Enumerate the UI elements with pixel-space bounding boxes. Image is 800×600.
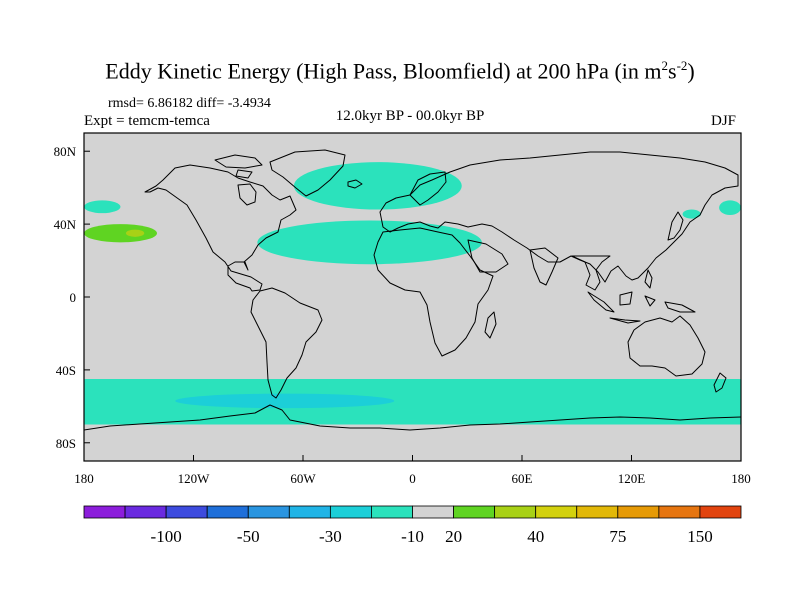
colorbar-label: -10	[401, 527, 424, 546]
anomaly-region	[175, 393, 395, 409]
colorbar-box	[124, 505, 167, 519]
axes: 180 120W 60W 0 60E 120E 180 80N 40N 0 40S 80S	[54, 144, 751, 486]
x-tick-label: 60E	[512, 471, 533, 486]
y-tick-label: 0	[70, 290, 77, 305]
title-end: )	[687, 58, 695, 84]
colorbar-label: -30	[319, 527, 342, 546]
colorbar-box	[206, 505, 249, 519]
anomaly-layer	[84, 162, 741, 425]
coastline-antarctica	[84, 404, 741, 431]
colorbar-box	[247, 505, 290, 519]
chart-title: Eddy Kinetic Energy (High Pass, Bloomfie…	[0, 58, 800, 84]
anomaly-region	[682, 209, 701, 219]
coastlines	[84, 149, 741, 431]
coastline-iceland	[347, 179, 363, 189]
x-tick-label: 120E	[618, 471, 646, 486]
anomaly-region	[257, 220, 482, 265]
colorbar-label: -50	[237, 527, 260, 546]
colorbar-box	[288, 505, 331, 519]
colorbar-label: 40	[527, 527, 544, 546]
coastline-india	[529, 247, 559, 286]
colorbar-box	[453, 505, 496, 519]
coastline-europe-asia	[379, 151, 739, 283]
coastline-africa	[373, 227, 494, 357]
colorbar-label: 75	[609, 527, 626, 546]
title-mid: s	[668, 58, 677, 84]
colorbar-label: -100	[151, 527, 182, 546]
colorbar-box	[535, 505, 578, 519]
coastline-greenland	[269, 149, 346, 197]
colorbar-box	[83, 505, 126, 519]
title-sup-2: -2	[676, 58, 688, 73]
y-tick-label: 80N	[54, 144, 77, 159]
season-label: DJF	[711, 113, 737, 129]
anomaly-region	[84, 224, 157, 243]
colorbar-box	[494, 505, 537, 519]
anomaly-region	[125, 229, 145, 237]
anomaly-region	[293, 162, 462, 210]
x-tick-label: 180	[74, 471, 94, 486]
colorbar-box	[412, 505, 454, 519]
colorbar: -100 -50 -30 -10 20 40 75 150	[83, 505, 742, 546]
y-tick-label: 80S	[56, 436, 76, 451]
x-tick-label: 120W	[178, 471, 211, 486]
x-tick-label: 60W	[290, 471, 316, 486]
y-tick-label: 40N	[54, 217, 77, 232]
colorbar-box	[658, 505, 701, 519]
coastline-new-zealand	[713, 372, 727, 393]
colorbar-box	[576, 505, 619, 519]
coastline-scandinavia	[409, 171, 447, 206]
coastline-north-america	[144, 164, 297, 292]
anomaly-region	[719, 200, 741, 215]
coastline-madagascar	[484, 311, 497, 339]
coastline-australia	[627, 315, 706, 377]
coastline-south-america	[250, 287, 323, 399]
anomaly-region	[84, 379, 741, 425]
y-tick-label: 40S	[56, 363, 76, 378]
x-tick-label: 180	[731, 471, 751, 486]
colorbar-box	[699, 505, 742, 519]
coastline-japan	[667, 211, 684, 241]
coastline-arctic-islands	[214, 154, 263, 179]
anomaly-region	[84, 200, 121, 214]
colorbar-box	[165, 505, 208, 519]
colorbar-label: 20	[445, 527, 462, 546]
coastline-southeast-asia	[571, 255, 611, 291]
stats-label: rmsd= 6.86182 diff= -3.4934	[108, 96, 271, 111]
title-main: Eddy Kinetic Energy (High Pass, Bloomfie…	[105, 58, 662, 84]
period-label: 12.0kyr BP - 00.0kyr BP	[335, 108, 485, 124]
coastline-philippines	[644, 269, 653, 289]
title-sup-1: 2	[661, 58, 669, 73]
colorbar-box	[329, 505, 372, 519]
coastline-arabia	[467, 239, 509, 273]
experiment-label: Expt = temcm-temca	[84, 113, 210, 129]
colorbar-label: 150	[687, 527, 713, 546]
coastline-indonesia	[587, 291, 696, 324]
x-tick-label: 0	[409, 471, 416, 486]
colorbar-box	[371, 505, 413, 519]
coastline-hudson-bay	[237, 183, 257, 206]
colorbar-box	[617, 505, 660, 519]
